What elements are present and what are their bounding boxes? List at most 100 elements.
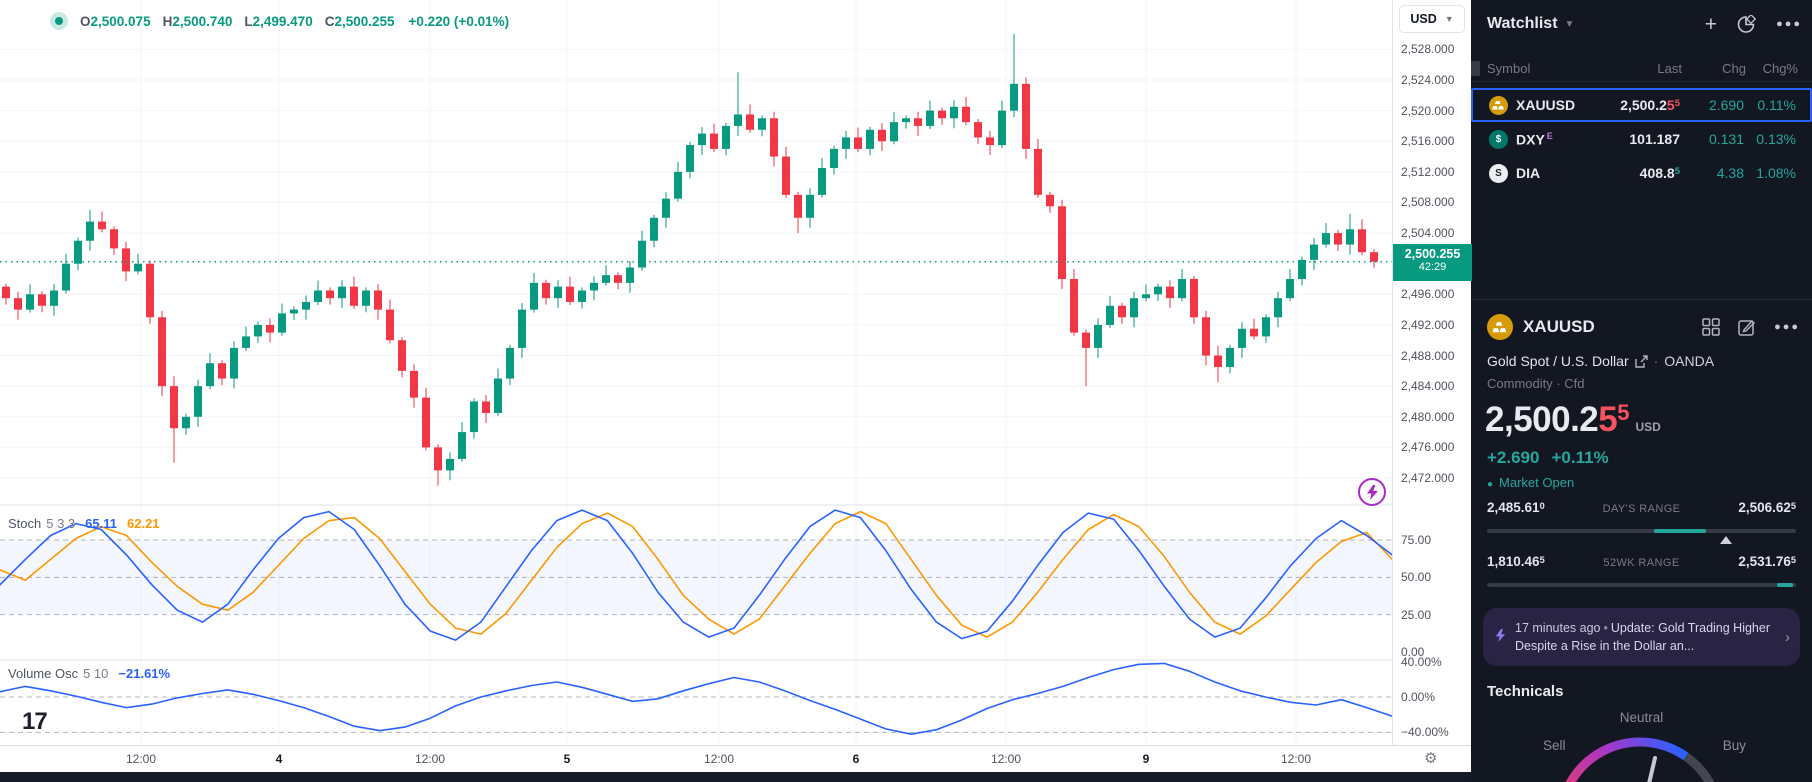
- column-last[interactable]: Last: [1657, 61, 1682, 76]
- section-flag-icon[interactable]: [1471, 61, 1480, 76]
- price-axis[interactable]: 2,500.255 42:29 2,528.000 2,524.000 2,520.…: [1392, 0, 1472, 745]
- price-axis-label: 2,484.000: [1401, 379, 1455, 394]
- add-symbol-button[interactable]: +: [1704, 12, 1718, 36]
- change-percent: 0.13%: [1756, 131, 1796, 147]
- ohlc-open: 2,500.075: [90, 13, 151, 29]
- column-chg[interactable]: Chg: [1722, 61, 1746, 76]
- price-axis-label: 2,476.000: [1401, 440, 1455, 455]
- gold-bars-icon: [1489, 95, 1508, 115]
- lightning-icon: [1366, 484, 1378, 500]
- flash-event-badge[interactable]: [1358, 478, 1386, 506]
- change-value: 0.131: [1708, 131, 1744, 147]
- technicals-gauge[interactable]: [1471, 700, 1812, 782]
- stoch-title: Stoch: [8, 516, 42, 531]
- time-axis-label: 9: [1142, 752, 1150, 766]
- news-card[interactable]: 17 minutes ago • Update: Gold Trading High…: [1483, 608, 1800, 666]
- last-price: 101.187: [1629, 131, 1680, 147]
- dollar-icon: $: [1489, 129, 1508, 149]
- ohlc-label: H: [162, 13, 173, 29]
- time-axis[interactable]: 12:00 4 12:00 5 12:00 6 12:00 9 12:00 ⚙: [0, 745, 1471, 772]
- vol-osc-title: Volume Osc: [8, 666, 79, 681]
- change-value: 4.38: [1716, 165, 1744, 181]
- symbol-name: DXY E: [1516, 130, 1553, 148]
- gold-bars-icon: [1487, 314, 1513, 340]
- time-axis-label: 12:00: [990, 752, 1022, 766]
- news-flash-icon: [1495, 628, 1506, 647]
- wk52-range-high: 2,531.765: [1738, 554, 1796, 569]
- gauge-label-buy: Buy: [1722, 738, 1746, 753]
- symbol-menu-button[interactable]: ●●●: [1774, 321, 1800, 333]
- stoch-k-value: 65.11: [85, 516, 117, 531]
- symbol-name: DIA: [1516, 165, 1541, 181]
- tradingview-logo[interactable]: 17: [22, 708, 48, 735]
- market-status: ● Market Open: [1487, 475, 1575, 490]
- ohlc-label: O: [80, 13, 91, 29]
- ohlc-change: +0.220 (+0.01%): [408, 13, 510, 29]
- instrument-type: Commodity · Cfd: [1487, 376, 1585, 391]
- days-range-label: DAY'S RANGE: [1602, 503, 1681, 515]
- edit-note-icon[interactable]: [1738, 318, 1756, 336]
- watchlist-sections-icon[interactable]: [1737, 14, 1757, 34]
- vol-osc-axis-label: 0.00%: [1401, 690, 1436, 704]
- change-percent: 1.08%: [1756, 165, 1796, 181]
- bar-countdown: 42:29: [1418, 260, 1447, 273]
- price-axis-label: 2,480.000: [1401, 409, 1455, 424]
- gauge-label-sell: Sell: [1543, 738, 1566, 753]
- volume-osc-indicator-label[interactable]: Volume Osc 5 10 −21.61%: [8, 666, 170, 681]
- news-headline: 17 minutes ago • Update: Gold Trading High…: [1515, 620, 1770, 653]
- price-axis-label: 2,516.000: [1401, 134, 1455, 149]
- bottom-window-edge: [0, 772, 1471, 782]
- ohlc-legend: O2,500.075 H2,500.740 L2,499.470 C2,500.…: [50, 12, 509, 30]
- symbol-price: 2,500.255USD: [1485, 400, 1661, 439]
- days-range-marker-icon: [1719, 536, 1732, 544]
- gauge-colored-arc: [1565, 737, 1689, 782]
- ohlc-close: 2,500.255: [334, 13, 395, 29]
- time-axis-label: 4: [275, 752, 283, 766]
- symbol-title: XAUUSD: [1523, 317, 1595, 336]
- wk52-range-bar: [1487, 583, 1796, 587]
- currency-selector[interactable]: USD ▼: [1399, 5, 1465, 33]
- price-axis-label: 2,492.000: [1401, 317, 1455, 332]
- time-axis-label: 5: [563, 752, 571, 766]
- watchlist-menu-button[interactable]: ●●●: [1776, 18, 1802, 30]
- grid-layout-icon[interactable]: [1702, 318, 1720, 336]
- vol-osc-value: −21.61%: [118, 666, 171, 681]
- economic-badge: E: [1546, 130, 1553, 141]
- chart-area: O2,500.075 H2,500.740 L2,499.470 C2,500.…: [0, 0, 1472, 782]
- stoch-d-value: 62.21: [127, 516, 160, 531]
- price-axis-label: 2,512.000: [1401, 164, 1455, 179]
- wk52-range-low: 1,810.465: [1487, 554, 1545, 569]
- time-axis-label: 12:00: [703, 752, 735, 766]
- time-axis-label: 12:00: [125, 752, 157, 766]
- ohlc-high: 2,500.740: [172, 13, 233, 29]
- external-link-icon[interactable]: [1634, 354, 1648, 368]
- watchlist-column-headers: Symbol Last Chg Chg%: [1471, 56, 1812, 82]
- watchlist-row-xauusd[interactable]: XAUUSD 2,500.255 2.690 0.11%: [1471, 88, 1812, 122]
- watchlist-title[interactable]: Watchlist: [1487, 15, 1558, 32]
- current-price-value: 2,500.255: [1404, 246, 1461, 261]
- chevron-right-icon: ›: [1785, 628, 1790, 646]
- watchlist-row-dxy[interactable]: $ DXY E 101.187 0.131 0.13%: [1471, 122, 1812, 156]
- symbol-name: XAUUSD: [1516, 97, 1576, 113]
- stoch-params: 5 3 3: [46, 516, 76, 531]
- last-price: 2,500.255: [1620, 97, 1680, 113]
- vol-osc-params: 5 10: [83, 666, 109, 681]
- symbol-description[interactable]: Gold Spot / U.S. Dollar: [1487, 353, 1629, 369]
- change-percent: 0.11%: [1757, 97, 1796, 113]
- axis-settings-gear-icon[interactable]: ⚙: [1424, 750, 1438, 767]
- days-range-row: 2,485.610 DAY'S RANGE 2,506.625: [1487, 500, 1796, 515]
- price-chart[interactable]: [0, 0, 1392, 745]
- time-axis-label: 12:00: [1280, 752, 1312, 766]
- separator-dot: ·: [1653, 353, 1659, 369]
- column-symbol[interactable]: Symbol: [1487, 61, 1531, 76]
- stoch-indicator-label[interactable]: Stoch 5 3 3 65.11 62.21: [8, 516, 160, 531]
- price-axis-label: 2,504.000: [1401, 226, 1455, 241]
- column-chg-pct[interactable]: Chg%: [1762, 61, 1798, 76]
- chevron-down-icon[interactable]: ▼: [1564, 18, 1575, 30]
- stoch-axis-label: 75.00: [1401, 533, 1432, 547]
- stoch-axis-label: 0.00: [1401, 645, 1425, 659]
- watchlist-row-dia[interactable]: S DIA 408.85 4.38 1.08%: [1471, 156, 1812, 190]
- time-axis-label: 6: [852, 752, 860, 766]
- exchange-name[interactable]: OANDA: [1664, 353, 1715, 369]
- days-range-high: 2,506.625: [1738, 500, 1796, 515]
